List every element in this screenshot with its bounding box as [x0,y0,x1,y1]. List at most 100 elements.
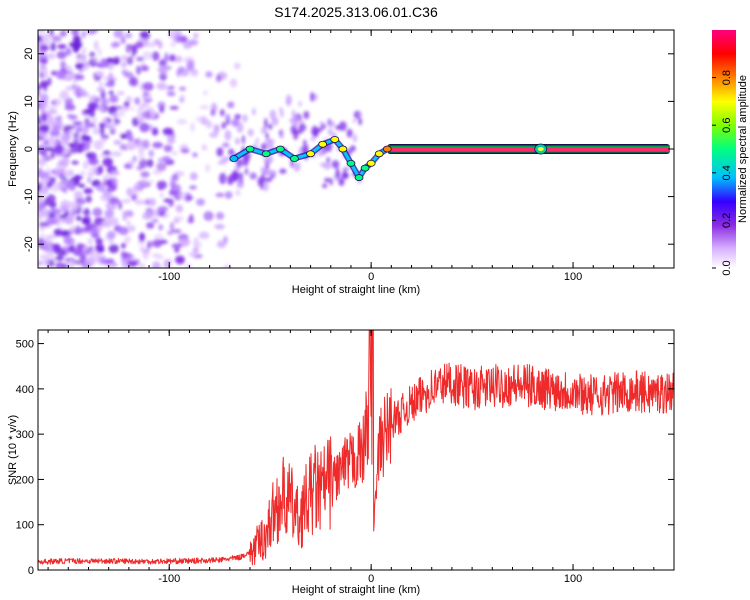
noise-blob [158,65,168,75]
noise-blob [174,247,180,253]
noise-blob [113,139,123,146]
noise-blob [143,91,149,97]
noise-blob [134,120,140,125]
noise-blob [179,86,187,91]
noise-blob [91,233,100,239]
noise-blob [151,218,159,223]
noise-blob [81,30,87,39]
noise-blob [65,47,72,56]
cluster-blob [239,171,243,184]
cluster-blob [269,109,277,120]
noise-blob [53,228,63,237]
x-tick-label: -100 [158,573,180,585]
cluster-blob [218,160,223,165]
cluster-blob [298,101,302,107]
noise-blob [81,217,90,225]
noise-blob [180,148,190,154]
noise-blob [79,170,86,176]
carrier-node [261,150,271,158]
noise-blob [216,240,227,248]
cluster-blob [261,126,268,135]
noise-blob [80,52,85,60]
carrier-node [338,145,348,153]
noise-blob [186,60,195,70]
noise-blob [121,69,129,76]
noise-blob [97,165,104,175]
noise-blob [81,47,87,53]
noise-blob [214,223,225,230]
noise-blob [89,249,100,259]
noise-blob [129,76,139,87]
cluster-blob [227,175,232,186]
noise-blob [95,70,105,77]
noise-blob [58,159,65,166]
cluster-blob [234,137,241,145]
noise-blob [127,260,138,267]
cluster-blob [303,139,307,145]
cluster-blob [255,137,259,144]
noise-blob [65,170,72,177]
noise-blob [170,30,179,36]
cluster-blob [342,173,349,180]
noise-blob [89,226,100,237]
y-tick-label: 200 [16,474,34,486]
cluster-blob [349,145,356,152]
noise-blob [135,65,142,75]
noise-blob [66,114,76,119]
noise-blob [148,124,154,132]
noise-blob [175,204,184,213]
noise-blob [235,189,241,196]
noise-blob [72,121,83,126]
carrier-node [366,159,376,167]
noise-blob [139,246,145,253]
noise-blob [48,212,56,219]
x-tick-label: 0 [368,573,374,585]
noise-blob [56,51,67,60]
noise-blob [151,208,161,218]
noise-blob [86,256,97,266]
noise-blob [108,63,114,71]
cluster-blob [323,161,332,170]
spectrogram-y-ticks: -20 -10 0 10 20 [23,48,674,252]
noise-blob [109,218,119,226]
cluster-blob [310,91,315,102]
noise-blob [190,122,195,132]
noise-blob [89,112,96,118]
cluster-blob [335,167,340,179]
carrier-node [245,145,255,153]
noise-blob [38,157,47,166]
noise-blob [185,195,194,201]
y-tick-label: 0 [23,146,35,152]
carrier-node [229,155,239,162]
carrier-node [275,145,285,153]
noise-blob [38,201,44,211]
noise-blob [182,40,192,49]
noise-blob [43,208,49,219]
carrier-node [360,164,370,172]
noise-blob [111,42,120,48]
noise-blob [38,237,45,248]
noise-blob [169,221,175,231]
cluster-blob [267,169,275,176]
noise-blob [134,97,141,105]
noise-blob [84,135,92,142]
noise-blob [46,181,53,189]
noise-blob [118,226,129,236]
noise-blob [138,152,145,161]
noise-blob [164,52,169,63]
noise-blob [76,243,84,253]
noise-blob [39,58,47,64]
carrier-trace [229,136,670,181]
noise-blob [64,97,73,107]
cluster-blob [232,171,241,181]
y-tick-label: 400 [16,384,34,396]
noise-blob [85,212,90,218]
noise-blob [141,65,150,72]
noise-blob [38,84,43,90]
noise-blob [216,74,222,83]
cluster-blob [293,161,301,172]
noise-blob [56,120,63,126]
noise-blob [162,155,171,162]
noise-blob [62,263,68,268]
noise-blob [49,130,61,137]
